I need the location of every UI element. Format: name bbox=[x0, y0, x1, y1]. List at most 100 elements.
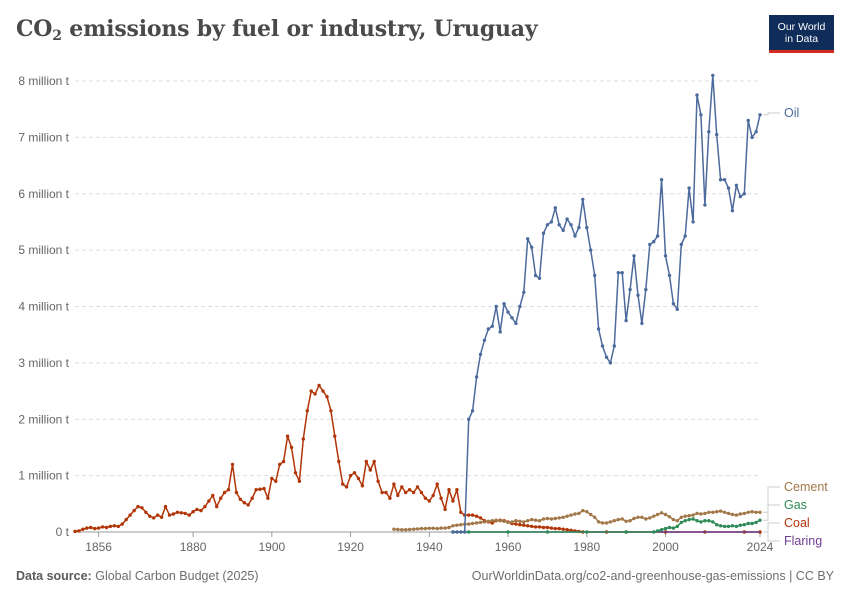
data-point-coal bbox=[364, 459, 368, 464]
data-point-oil bbox=[573, 234, 577, 238]
data-point-coal bbox=[321, 389, 325, 393]
data-point-oil bbox=[482, 338, 487, 342]
x-tick-label: 1856 bbox=[85, 540, 112, 554]
data-point-coal bbox=[234, 490, 239, 495]
data-point-cement bbox=[427, 526, 431, 530]
series-line-oil bbox=[452, 74, 761, 533]
legend-label-flaring: Flaring bbox=[784, 534, 822, 548]
data-point-cement bbox=[415, 527, 420, 531]
data-point-oil bbox=[585, 225, 589, 230]
source-url[interactable]: OurWorldinData.org/co2-and-greenhouse-ga… bbox=[471, 569, 834, 583]
data-point-cement bbox=[451, 524, 455, 528]
data-point-oil bbox=[470, 409, 475, 413]
legend-label-cement: Cement bbox=[784, 480, 828, 494]
data-point-gas bbox=[750, 521, 754, 526]
data-point-cement bbox=[675, 519, 679, 523]
data-point-gas bbox=[695, 519, 699, 523]
data-point-coal bbox=[254, 488, 258, 492]
data-point-coal bbox=[104, 525, 109, 530]
data-point-oil bbox=[707, 130, 711, 134]
data-point-coal bbox=[108, 524, 113, 529]
data-point-cement bbox=[624, 519, 628, 523]
data-point-coal bbox=[423, 496, 428, 500]
data-point-coal bbox=[116, 524, 121, 529]
data-point-oil bbox=[455, 530, 459, 534]
data-point-coal bbox=[561, 527, 565, 531]
legend-connector-gas bbox=[763, 504, 780, 521]
data-point-oil bbox=[636, 293, 640, 297]
data-point-cement bbox=[506, 520, 510, 525]
data-point-oil bbox=[711, 73, 715, 78]
data-point-coal bbox=[293, 471, 298, 475]
data-point-oil bbox=[683, 234, 687, 238]
data-point-oil bbox=[675, 307, 679, 311]
data-point-oil bbox=[581, 197, 585, 202]
data-point-coal bbox=[411, 490, 416, 495]
data-point-coal bbox=[167, 513, 172, 517]
data-point-cement bbox=[734, 513, 739, 517]
data-point-gas bbox=[758, 518, 762, 522]
data-point-oil bbox=[746, 118, 750, 123]
x-tick-label: 2024 bbox=[747, 540, 774, 554]
data-point-coal bbox=[219, 496, 223, 500]
data-point-coal bbox=[301, 437, 305, 441]
data-point-coal bbox=[459, 510, 463, 514]
series-line-cement bbox=[393, 509, 760, 531]
data-point-coal bbox=[128, 513, 132, 517]
y-tick-label: 8 million t bbox=[18, 74, 69, 88]
data-point-oil bbox=[459, 530, 463, 534]
data-point-coal bbox=[156, 513, 160, 517]
data-point-coal bbox=[431, 493, 435, 498]
data-point-cement bbox=[722, 510, 727, 514]
data-point-oil bbox=[652, 240, 656, 244]
data-point-cement bbox=[474, 521, 479, 525]
data-point-oil bbox=[699, 113, 703, 117]
series-line-gas bbox=[452, 518, 761, 533]
data-point-coal bbox=[533, 525, 538, 529]
data-point-gas bbox=[718, 524, 723, 528]
data-source-value[interactable]: Global Carbon Budget (2025) bbox=[95, 569, 259, 583]
data-point-coal bbox=[73, 529, 77, 534]
data-point-coal bbox=[81, 527, 85, 531]
data-point-coal bbox=[317, 383, 321, 388]
data-point-oil bbox=[596, 327, 601, 331]
data-point-cement bbox=[667, 515, 672, 519]
data-point-coal bbox=[281, 459, 286, 464]
data-point-cement bbox=[655, 512, 660, 517]
data-point-coal bbox=[541, 525, 546, 530]
data-point-coal bbox=[388, 496, 392, 500]
data-point-cement bbox=[628, 519, 632, 523]
data-point-coal bbox=[419, 490, 424, 495]
data-point-coal bbox=[171, 512, 176, 516]
data-point-coal bbox=[341, 482, 345, 486]
data-point-coal bbox=[372, 459, 376, 464]
data-point-gas bbox=[624, 530, 628, 534]
data-point-coal bbox=[278, 462, 282, 467]
data-point-gas bbox=[691, 517, 695, 521]
legend-label-gas: Gas bbox=[784, 498, 807, 512]
data-point-coal bbox=[474, 514, 479, 518]
data-point-cement bbox=[470, 521, 475, 526]
y-tick-label: 6 million t bbox=[18, 187, 69, 201]
data-point-oil bbox=[604, 355, 609, 359]
x-tick-label: 1880 bbox=[180, 540, 207, 554]
data-point-coal bbox=[407, 488, 412, 492]
owid-logo[interactable]: Our World in Data bbox=[769, 15, 834, 53]
data-point-coal bbox=[183, 511, 187, 516]
data-source: Data source: Global Carbon Budget (2025) bbox=[16, 569, 259, 583]
data-point-coal bbox=[258, 487, 262, 491]
data-point-cement bbox=[707, 510, 711, 514]
data-point-coal bbox=[144, 510, 148, 514]
data-point-oil bbox=[624, 318, 628, 323]
data-point-coal bbox=[337, 459, 341, 464]
data-point-cement bbox=[663, 512, 668, 517]
data-point-oil bbox=[490, 324, 494, 328]
data-point-oil bbox=[526, 237, 530, 241]
data-point-cement bbox=[545, 516, 550, 521]
data-point-coal bbox=[85, 526, 89, 530]
data-point-cement bbox=[514, 519, 518, 523]
data-point-gas bbox=[585, 530, 589, 534]
data-point-oil bbox=[549, 220, 554, 224]
data-point-oil bbox=[545, 223, 550, 227]
data-point-cement bbox=[718, 509, 723, 513]
